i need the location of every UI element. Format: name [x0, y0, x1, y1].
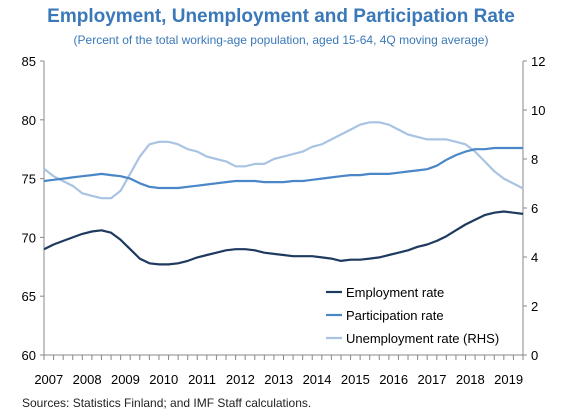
- chart-title: Employment, Unemployment and Participati…: [47, 6, 515, 27]
- y-right-tick-label: 10: [531, 103, 545, 118]
- chart-subtitle: (Percent of the total working-age popula…: [73, 33, 489, 47]
- y-left-tick-label: 85: [22, 54, 36, 69]
- x-tick-label: 2010: [149, 372, 178, 387]
- x-tick-label: 2007: [34, 372, 63, 387]
- x-tick-label: 2013: [264, 372, 293, 387]
- series-line-participation-rate: [43, 146, 523, 190]
- x-tick-label: 2015: [341, 372, 370, 387]
- legend-label: Unemployment rate (RHS): [346, 331, 499, 346]
- x-tick-label: 2014: [303, 372, 332, 387]
- y-left-tick-label: 80: [22, 113, 36, 128]
- x-tick-label: 2008: [73, 372, 102, 387]
- series-line-employment-rate: [43, 210, 524, 266]
- y-right-tick-label: 0: [531, 348, 538, 363]
- series-line-unemployment-rate-rhs: [43, 121, 524, 200]
- x-tick-label: 2012: [226, 372, 255, 387]
- x-tick-label: 2011: [188, 372, 216, 387]
- y-left-tick-label: 60: [22, 348, 36, 363]
- x-tick-label: 2019: [494, 372, 523, 387]
- legend-label: Participation rate: [346, 308, 444, 323]
- legend-label: Employment rate: [346, 285, 444, 300]
- y-left-tick-label: 70: [22, 230, 36, 245]
- y-left-tick-label: 75: [22, 172, 36, 187]
- y-right-tick-label: 4: [531, 250, 538, 265]
- x-tick-label: 2009: [111, 372, 140, 387]
- x-tick-label: 2017: [418, 372, 447, 387]
- y-right-tick-label: 8: [531, 152, 538, 167]
- y-right-tick-label: 2: [531, 299, 538, 314]
- x-tick-label: 2016: [379, 372, 408, 387]
- y-left-tick-label: 65: [22, 289, 36, 304]
- y-right-tick-label: 6: [531, 201, 538, 216]
- y-right-tick-label: 12: [531, 54, 545, 69]
- source-note: Sources: Statistics Finland; and IMF Sta…: [22, 396, 312, 410]
- x-tick-label: 2018: [456, 372, 485, 387]
